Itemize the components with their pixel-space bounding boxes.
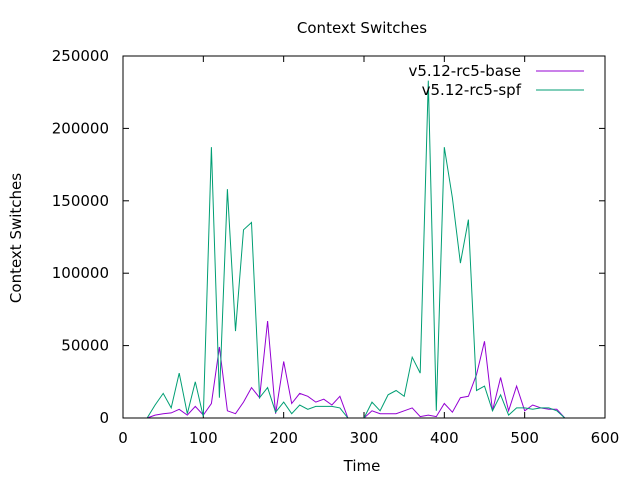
axis-ticks: 0 100 200 300 400 500 600 0 50000 100000 150000 200…	[52, 47, 620, 447]
y-tick-label: 150000	[52, 192, 109, 210]
y-tick-label: 250000	[52, 47, 109, 65]
x-tick-label: 600	[591, 429, 620, 447]
x-tick-label: 0	[118, 429, 128, 447]
y-tick-label: 0	[99, 409, 109, 427]
x-tick-label: 200	[269, 429, 298, 447]
x-tick-label: 400	[430, 429, 459, 447]
x-tick-label: 300	[350, 429, 379, 447]
y-axis-label: Context Switches	[7, 173, 25, 303]
x-tick-label: 100	[189, 429, 218, 447]
legend-label: v5.12-rc5-spf	[422, 81, 522, 99]
x-axis-label: Time	[343, 457, 381, 475]
legend-label: v5.12-rc5-base	[409, 62, 522, 80]
series-line-1	[131, 80, 566, 419]
chart-title: Context Switches	[297, 19, 427, 37]
y-tick-label: 50000	[61, 337, 109, 355]
series-line-0	[131, 320, 566, 419]
y-tick-label: 200000	[52, 119, 109, 137]
x-tick-label: 500	[510, 429, 539, 447]
plot-frame	[122, 55, 606, 419]
series-layer	[131, 80, 566, 419]
y-tick-label: 100000	[52, 264, 109, 282]
